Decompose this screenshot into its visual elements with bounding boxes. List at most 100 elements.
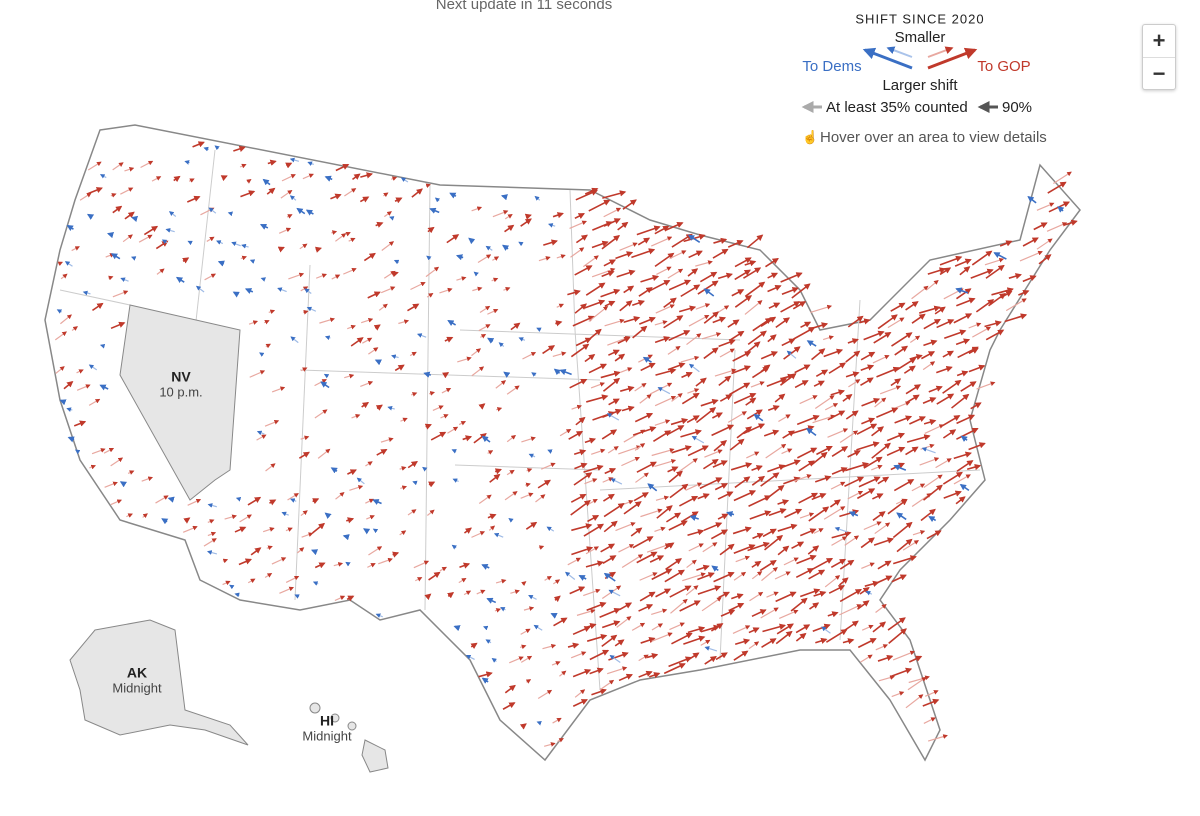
shift-arrow: [748, 627, 760, 634]
shift-arrow: [872, 355, 890, 364]
shift-arrow: [845, 350, 861, 363]
shift-arrow: [1008, 273, 1022, 280]
shift-arrow: [387, 405, 395, 411]
shift-arrow: [657, 387, 671, 395]
shift-arrow: [551, 661, 561, 666]
shift-arrow: [305, 209, 314, 216]
shift-arrow: [942, 379, 962, 394]
shift-arrow: [584, 478, 598, 485]
shift-arrow: [872, 511, 886, 521]
shift-arrow: [921, 447, 936, 454]
shift-arrow: [1036, 202, 1055, 211]
shift-arrow: [188, 178, 195, 183]
shift-arrow: [526, 468, 533, 473]
shift-arrow: [600, 543, 616, 553]
shift-arrow: [575, 234, 588, 244]
shift-arrow: [623, 501, 642, 515]
shift-arrow: [458, 420, 467, 426]
shift-arrow: [956, 288, 972, 300]
shift-arrow: [894, 345, 909, 356]
shift-arrow: [808, 569, 826, 580]
shift-arrow: [407, 509, 417, 516]
shift-arrow: [504, 684, 516, 694]
zoom-out[interactable]: −: [1143, 57, 1175, 90]
shift-arrow: [375, 613, 383, 618]
shift-arrow: [747, 541, 770, 552]
shift-arrow: [719, 394, 733, 402]
shift-arrow: [519, 644, 527, 650]
shift-arrow: [584, 187, 599, 195]
shift-arrow: [1053, 171, 1072, 185]
shift-arrow: [734, 476, 751, 489]
shift-arrow: [813, 528, 824, 534]
shift-arrow: [574, 303, 587, 314]
shift-arrow: [380, 286, 396, 294]
shift-arrow: [669, 585, 692, 598]
shift-arrow: [651, 608, 668, 616]
shift-arrow: [960, 435, 968, 442]
shift-arrow: [653, 430, 672, 443]
shift-arrow: [220, 175, 228, 182]
shift-arrow: [453, 625, 461, 632]
shift-arrow: [892, 555, 917, 565]
shift-arrow: [651, 236, 673, 247]
shift-arrow: [285, 527, 293, 532]
shift-arrow: [794, 380, 809, 389]
shift-arrow: [953, 474, 971, 485]
shift-arrow: [638, 604, 654, 612]
shift-arrow: [99, 343, 106, 349]
shift-arrow: [634, 413, 654, 423]
shift-arrow: [76, 369, 84, 374]
shift-arrow: [262, 527, 275, 533]
shift-arrow: [928, 385, 943, 393]
shift-arrow: [487, 308, 499, 315]
shift-arrow: [654, 419, 671, 426]
shift-arrow: [409, 351, 417, 357]
shift-arrow: [720, 609, 736, 617]
shift-arrow: [426, 255, 432, 261]
shift-arrow: [510, 322, 521, 331]
shift-arrow: [816, 445, 833, 456]
shift-arrow: [680, 284, 701, 298]
shift-arrow: [767, 464, 786, 473]
shift-arrow: [696, 564, 710, 571]
shift-arrow: [879, 385, 902, 395]
shift-arrow: [400, 485, 408, 490]
shift-arrow: [300, 510, 308, 517]
shift-arrow: [892, 650, 916, 661]
legend-larger: Larger shift: [882, 77, 958, 94]
shift-arrow: [671, 632, 693, 645]
shift-arrow: [640, 637, 656, 644]
shift-arrow: [890, 302, 906, 312]
shift-arrow: [1027, 195, 1037, 204]
shift-arrow: [175, 276, 185, 284]
shift-arrow: [734, 269, 751, 281]
shift-arrow: [777, 499, 790, 506]
shift-arrow: [859, 318, 871, 325]
shift-arrow: [500, 194, 508, 201]
shift-arrow: [896, 538, 913, 553]
shift-arrow: [1057, 206, 1065, 213]
shift-arrow: [887, 498, 908, 515]
shift-arrow: [476, 589, 486, 595]
shift-arrow: [811, 492, 827, 501]
update-note: Next update in 11 seconds: [436, 0, 613, 13]
shift-arrow: [700, 398, 719, 407]
shift-arrow: [235, 497, 242, 502]
shift-arrow: [279, 586, 295, 594]
shift-arrow: [91, 448, 106, 455]
shift-arrow: [784, 508, 803, 519]
shift-arrow: [647, 483, 658, 492]
shift-arrow: [681, 392, 700, 405]
zoom-in[interactable]: +: [1152, 28, 1166, 53]
shift-arrow: [267, 159, 277, 166]
shift-arrow: [217, 260, 225, 267]
shift-arrow: [572, 699, 588, 707]
shift-arrow: [654, 395, 677, 407]
shift-arrow: [281, 511, 289, 517]
shift-arrow: [939, 267, 952, 276]
shift-arrow: [603, 502, 625, 518]
shift-arrow: [525, 679, 532, 684]
shift-arrow: [312, 498, 320, 505]
